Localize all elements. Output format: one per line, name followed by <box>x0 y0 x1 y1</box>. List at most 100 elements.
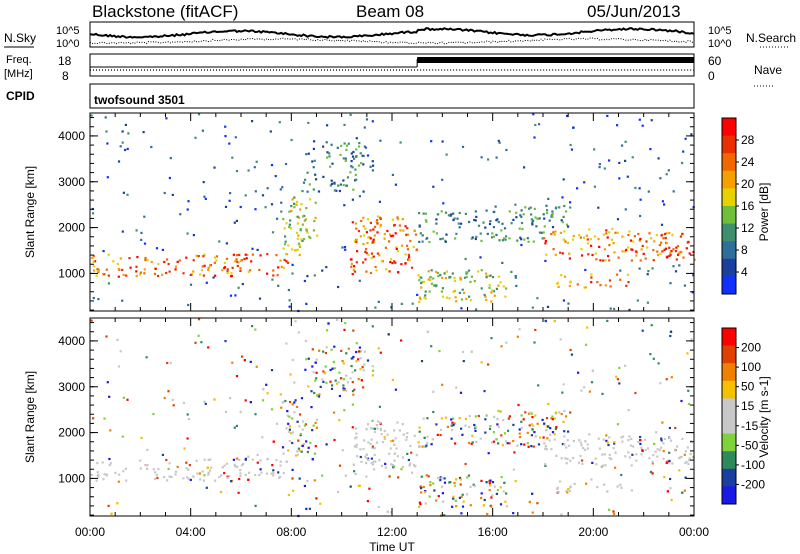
velocity-cell <box>496 417 499 421</box>
velocity-cell <box>186 413 189 416</box>
power-cell <box>299 228 302 231</box>
cpid-program: twofsound 3501 <box>94 93 185 107</box>
power-cell <box>97 270 100 273</box>
velocity-cell <box>220 474 223 477</box>
velocity-cell <box>503 432 507 435</box>
power-cell <box>293 206 296 209</box>
velocity-cell <box>528 500 531 504</box>
velocity-cell <box>322 380 325 383</box>
power-cell <box>429 279 432 282</box>
power-cell <box>284 235 287 238</box>
velocity-cell <box>241 355 244 358</box>
power-cell <box>681 232 684 235</box>
velocity-cell <box>471 434 474 437</box>
freq-label-line1: Freq. <box>6 54 32 66</box>
velocity-cell <box>338 464 342 467</box>
velocity-cell <box>497 426 500 429</box>
velocity-cell <box>443 477 446 480</box>
power-cell <box>377 300 380 303</box>
power-cell <box>604 259 607 262</box>
power-cell <box>203 264 206 267</box>
power-cell <box>477 224 481 227</box>
velocity-cell <box>174 470 177 473</box>
velocity-cell <box>532 424 535 427</box>
velocity-cell <box>657 362 660 365</box>
velocity-cell <box>649 353 652 356</box>
power-cell <box>432 230 435 233</box>
power-colorbar-swatch <box>722 206 736 225</box>
velocity-cell <box>207 458 210 461</box>
power-cell <box>522 213 525 216</box>
power-cell <box>452 218 455 222</box>
velocity-cell <box>640 453 643 456</box>
power-cell <box>357 164 361 167</box>
velocity-cell <box>530 434 533 437</box>
velocity-cell <box>553 433 556 436</box>
power-cell <box>270 203 274 206</box>
power-cell <box>528 207 531 210</box>
velocity-cell <box>345 374 348 377</box>
velocity-cell <box>543 442 546 445</box>
velocity-cell <box>360 379 363 382</box>
velocity-cell <box>644 438 647 441</box>
power-cell <box>314 173 317 176</box>
power-cell <box>369 229 372 232</box>
power-cell <box>527 240 530 243</box>
power-cell <box>562 215 565 218</box>
velocity-cell <box>319 385 322 388</box>
power-cell <box>599 259 602 262</box>
velocity-cell <box>634 391 637 395</box>
velocity-cell <box>214 479 217 482</box>
power-cell <box>563 275 567 278</box>
power-cell <box>626 175 629 178</box>
velocity-cell <box>370 462 373 465</box>
velocity-cell <box>166 479 169 482</box>
power-cell <box>474 237 477 241</box>
power-cell <box>632 240 635 243</box>
velocity-cell <box>641 449 644 453</box>
power-cell <box>353 157 356 160</box>
power-cell <box>465 272 468 275</box>
power-ylabel: Slant Range [km] <box>23 166 37 258</box>
power-cell <box>92 260 95 263</box>
velocity-cell <box>400 468 403 471</box>
power-cell <box>117 267 120 270</box>
power-cell <box>616 124 619 127</box>
power-cell <box>662 237 665 240</box>
velocity-cell <box>467 441 471 445</box>
power-cell <box>276 217 279 220</box>
velocity-cell <box>226 475 229 478</box>
velocity-cell <box>620 486 623 489</box>
power-cell <box>594 235 597 238</box>
power-cell <box>339 183 342 186</box>
velocity-cell <box>316 394 319 397</box>
velocity-cell <box>538 436 542 439</box>
power-cell <box>140 231 143 234</box>
power-colorbar-tick-label: 28 <box>741 133 755 147</box>
power-cell <box>352 150 355 154</box>
velocity-cell <box>329 380 332 383</box>
power-cell <box>426 237 429 240</box>
velocity-cell <box>629 444 633 447</box>
velocity-cell <box>639 435 642 439</box>
velocity-cell <box>441 492 444 495</box>
velocity-cell <box>553 417 556 420</box>
velocity-cell <box>581 446 585 450</box>
velocity-cell <box>390 511 393 514</box>
power-cell <box>261 194 265 197</box>
power-cell <box>453 290 456 293</box>
velocity-cell <box>314 379 317 382</box>
power-cell <box>283 227 286 230</box>
power-cell <box>569 281 572 284</box>
nave-tick-bottom: 0 <box>708 69 715 83</box>
velocity-cell <box>502 490 505 493</box>
velocity-cell <box>354 472 357 476</box>
velocity-cell <box>334 379 337 382</box>
velocity-cell <box>580 444 583 447</box>
power-cell <box>497 284 500 287</box>
power-cell <box>442 202 445 205</box>
velocity-cell <box>423 436 426 439</box>
power-cell <box>365 270 368 273</box>
power-cell <box>567 225 570 228</box>
power-cell <box>197 255 200 258</box>
